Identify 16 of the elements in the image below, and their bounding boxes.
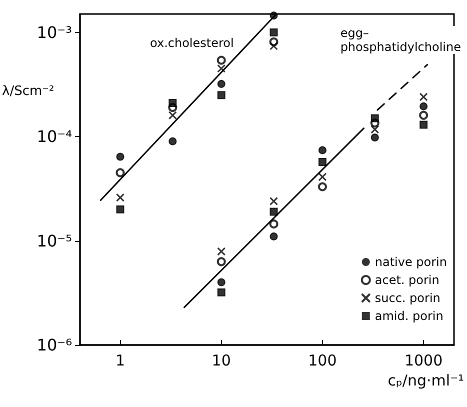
annotation: egg– phosphatidylcholine	[340, 26, 461, 54]
x-tick-label: 100	[308, 352, 337, 370]
annotation: ox.cholesterol	[150, 36, 234, 50]
x-tick-label: 1	[115, 352, 126, 370]
legend-label: succ. porin	[374, 291, 440, 305]
y-tick-label: 10⁻⁶	[36, 336, 72, 354]
y-tick-label: 10⁻³	[36, 22, 72, 42]
y-axis-title: λ/Scm⁻²	[2, 84, 54, 99]
y-tick-label: 10⁻⁴	[36, 127, 72, 146]
x-tick-label: 1000	[404, 352, 443, 370]
legend-label: acet. porin	[374, 273, 440, 287]
x-axis-title: cₚ/ng·ml⁻¹	[388, 372, 464, 390]
legend-label: native porin	[374, 255, 448, 269]
x-tick-label: 10	[212, 352, 231, 370]
y-tick-label: 10⁻⁵	[36, 231, 72, 250]
legend-label: amid. porin	[374, 309, 444, 323]
